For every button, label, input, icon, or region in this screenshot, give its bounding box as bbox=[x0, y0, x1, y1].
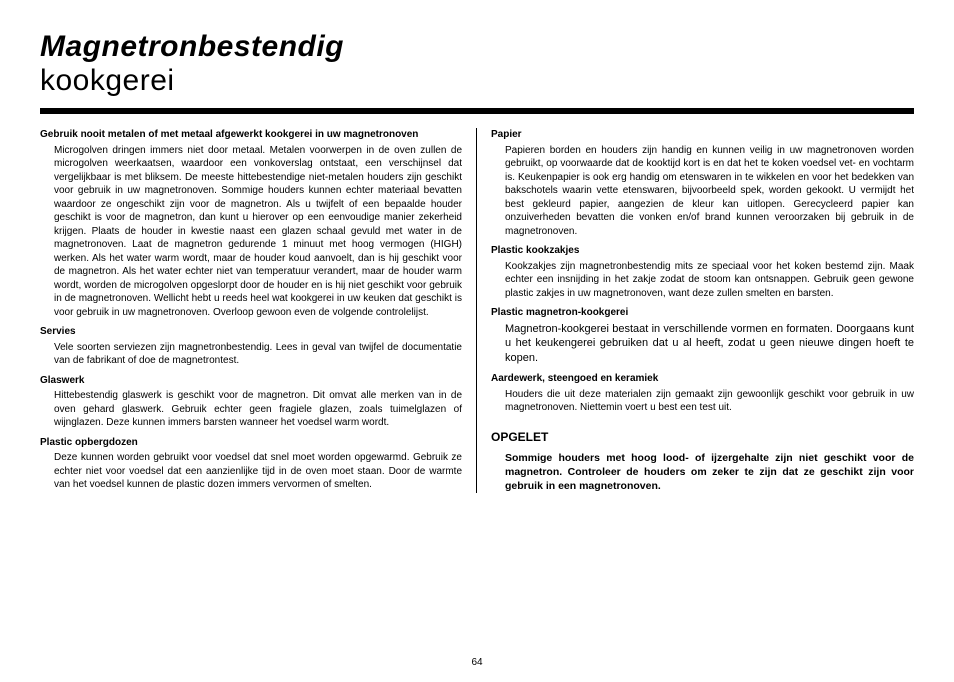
content-columns: Gebruik nooit metalen of met metaal afge… bbox=[40, 128, 914, 493]
section-body-servies: Vele soorten serviezen zijn magnetronbes… bbox=[40, 341, 462, 368]
section-body-plastic-opbergdozen: Deze kunnen worden gebruikt voor voedsel… bbox=[40, 451, 462, 492]
section-body-papier: Papieren borden en houders zijn handig e… bbox=[491, 144, 914, 239]
section-head-glaswerk: Glaswerk bbox=[40, 374, 462, 388]
intro-body: Microgolven dringen immers niet door met… bbox=[40, 144, 462, 320]
title-bold: Magnetronbestendig bbox=[40, 30, 344, 63]
section-head-plastic-magnetron: Plastic magnetron-kookgerei bbox=[491, 306, 914, 320]
right-column: Papier Papieren borden en houders zijn h… bbox=[477, 128, 914, 493]
intro-heading: Gebruik nooit metalen of met metaal afge… bbox=[40, 128, 462, 142]
section-head-plastic-opbergdozen: Plastic opbergdozen bbox=[40, 436, 462, 450]
section-head-plastic-kookzakjes: Plastic kookzakjes bbox=[491, 244, 914, 258]
section-body-plastic-magnetron: Magnetron-kookgerei bestaat in verschill… bbox=[491, 322, 914, 367]
section-body-plastic-kookzakjes: Kookzakjes zijn magnetronbestendig mits … bbox=[491, 260, 914, 301]
section-head-servies: Servies bbox=[40, 325, 462, 339]
caution-heading: OPGELET bbox=[491, 429, 914, 445]
left-column: Gebruik nooit metalen of met metaal afge… bbox=[40, 128, 477, 493]
section-body-aardewerk: Houders die uit deze materialen zijn gem… bbox=[491, 388, 914, 415]
page-title-block: Magnetronbestendig kookgerei bbox=[40, 30, 914, 98]
horizontal-rule bbox=[40, 108, 914, 114]
page-number: 64 bbox=[0, 657, 954, 668]
title-light: kookgerei bbox=[40, 64, 175, 97]
caution-body: Sommige houders met hoog lood- of ijzerg… bbox=[491, 451, 914, 494]
section-body-glaswerk: Hittebestendig glaswerk is geschikt voor… bbox=[40, 389, 462, 430]
section-head-papier: Papier bbox=[491, 128, 914, 142]
section-head-aardewerk: Aardewerk, steengoed en keramiek bbox=[491, 372, 914, 386]
